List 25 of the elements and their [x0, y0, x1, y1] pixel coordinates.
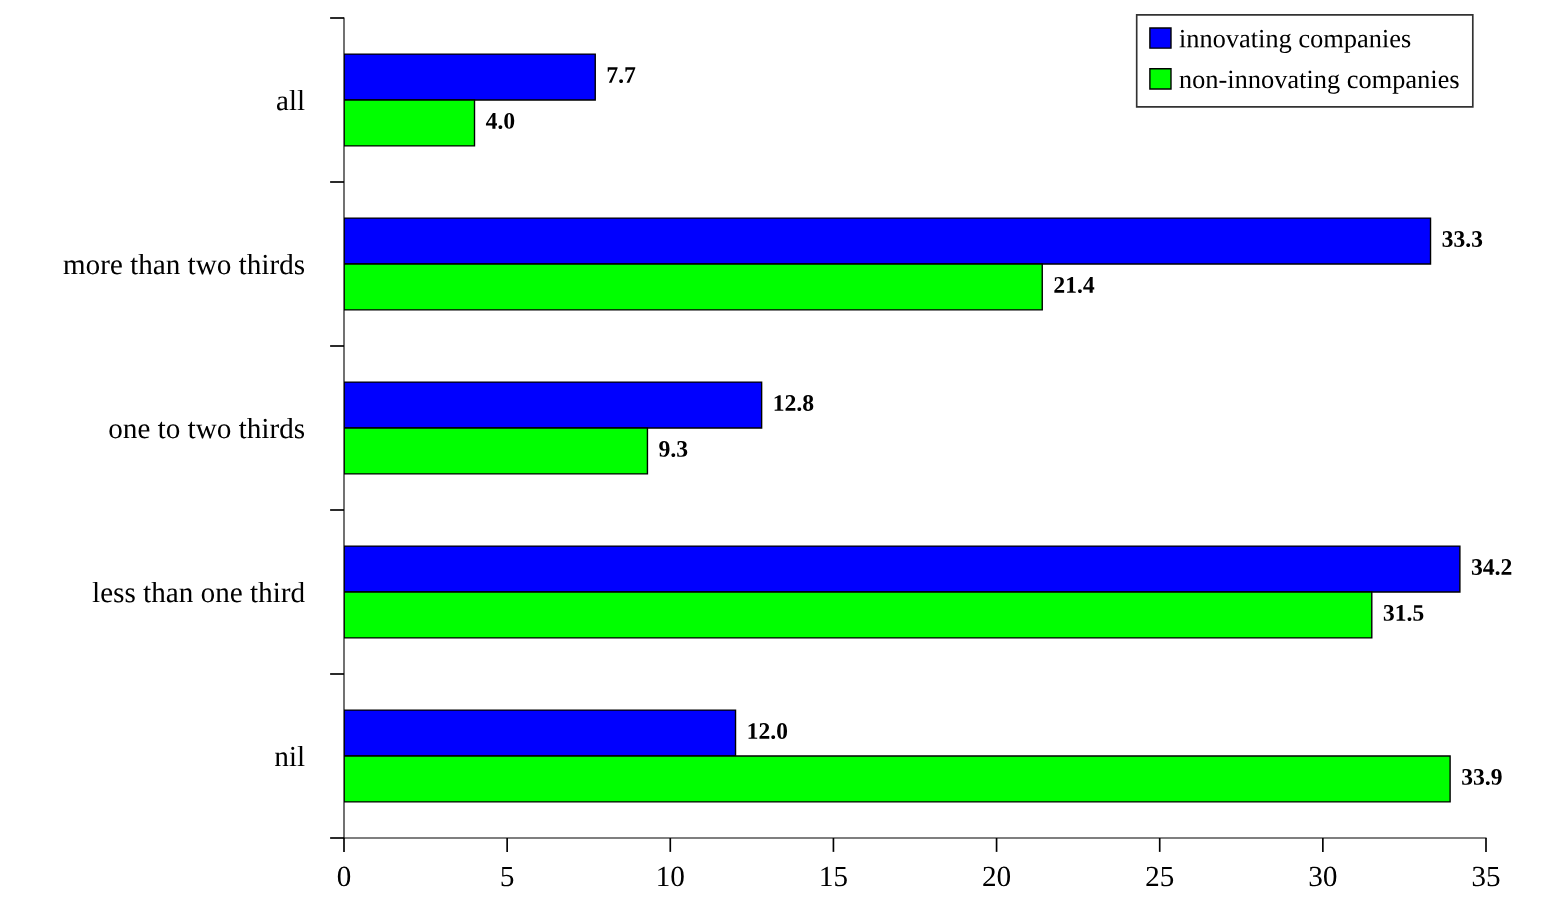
text: 12.0: [748, 723, 788, 740]
y-tick-label: nil: [274, 745, 305, 767]
y-tick-label: one to two thirds: [109, 417, 305, 439]
text: 9.3: [659, 441, 688, 457]
y-tick-label: less than one third: [92, 581, 305, 603]
text: 4.0: [485, 112, 515, 129]
text: 34.2: [1471, 559, 1512, 576]
x-tick-label: 0: [337, 866, 351, 887]
text: 33.9: [1462, 769, 1502, 785]
x-tick-label: 5: [501, 866, 514, 887]
text: 12.8: [774, 395, 814, 412]
text: 33.3: [1442, 231, 1483, 248]
x-tick-label: 10: [658, 866, 684, 887]
x-tick-label: 15: [821, 866, 847, 887]
x-tick-label: 25: [1146, 866, 1174, 887]
y-tick-label: all: [276, 89, 305, 111]
legend-label: innovating companies: [1179, 29, 1411, 53]
text: 31.5: [1383, 605, 1424, 621]
text: 7.7: [607, 67, 636, 84]
legend-label: non-innovating companies: [1179, 70, 1459, 94]
x-tick-label: 20: [983, 866, 1011, 887]
x-tick-label: 35: [1472, 866, 1500, 887]
y-tick-label: more than two thirds: [63, 253, 305, 275]
text: 21.4: [1054, 277, 1095, 293]
x-tick-label: 30: [1309, 866, 1337, 887]
